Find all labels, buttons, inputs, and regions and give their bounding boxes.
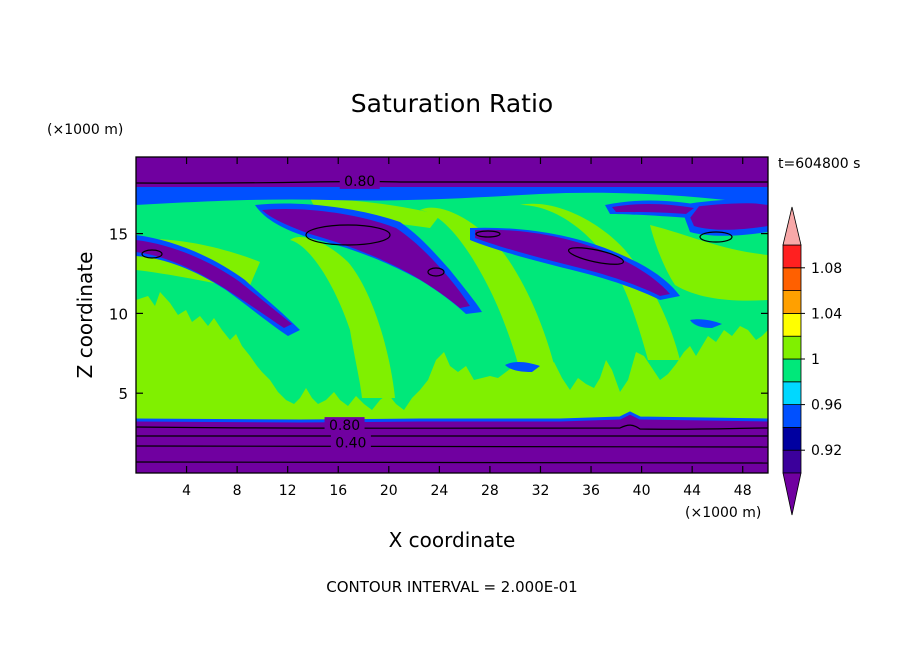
near-saturation-region — [136, 292, 768, 420]
colorbar-label: 1 — [811, 352, 820, 368]
x-tick-label: 16 — [329, 483, 347, 499]
y-tick-label: 15 — [109, 226, 128, 244]
colorbar-swatch — [782, 267, 802, 291]
y-axis-label: Z coordinate — [73, 252, 97, 379]
x-tick-label: 20 — [380, 483, 398, 499]
near-saturation-band — [290, 236, 395, 398]
contour-interval-footer: CONTOUR INTERVAL = 2.000E-01 — [326, 578, 577, 596]
colorbar-swatch — [782, 449, 802, 474]
colorbar-under-arrow — [782, 472, 802, 516]
contour-label: 0.80 — [344, 174, 375, 190]
contour-label: 0.40 — [335, 436, 366, 452]
colorbar-swatch — [782, 290, 802, 314]
contour-label: 0.80 — [329, 418, 360, 434]
colorbar-label: 1.04 — [811, 306, 842, 322]
colorbar-swatch — [782, 312, 802, 337]
colorbar-swatch — [782, 404, 802, 428]
contour-label-bg — [330, 434, 371, 451]
x-tick-label: 36 — [582, 483, 600, 499]
colorbar-swatch — [782, 426, 802, 451]
near-saturation-band — [310, 198, 440, 228]
contour-field — [136, 157, 768, 473]
colorbar-swatch — [782, 381, 802, 405]
x-tick-label: 40 — [633, 483, 651, 499]
x-tick-label: 44 — [683, 483, 701, 499]
colorbar-over-arrow — [782, 206, 802, 246]
x-tick-label: 48 — [734, 483, 752, 499]
lower-layer-edge — [136, 411, 768, 423]
colorbar-label: 0.96 — [811, 398, 842, 414]
colorbar-swatch — [782, 244, 802, 269]
contour-lines — [136, 180, 768, 464]
y-axis-ticks: 5 10 15 — [109, 226, 768, 403]
x-axis-label: X coordinate — [389, 528, 516, 552]
x-tick-label: 8 — [233, 483, 242, 499]
y-tick-label: 10 — [109, 305, 128, 323]
x-tick-label: 32 — [532, 483, 550, 499]
time-label: t=604800 s — [778, 156, 860, 172]
x-tick-label: 28 — [481, 483, 499, 499]
contour-label-bg — [339, 172, 380, 189]
x-tick-label: 24 — [430, 483, 448, 499]
x-unit-label: (×1000 m) — [685, 505, 761, 521]
chart-title: Saturation Ratio — [351, 89, 553, 118]
colorbar: 0.92 0.96 1 1.04 1.08 — [782, 206, 842, 516]
colorbar-label: 0.92 — [811, 443, 842, 459]
dry-bands — [136, 185, 768, 372]
x-axis-ticks: 4 8 12 16 20 24 28 32 36 40 44 48 — [182, 157, 752, 499]
colorbar-label: 1.08 — [811, 261, 842, 277]
near-saturation-band — [650, 225, 768, 301]
y-tick-label: 5 — [118, 385, 128, 403]
x-tick-label: 12 — [279, 483, 297, 499]
colorbar-swatch — [782, 358, 802, 383]
contour-label-bg — [324, 417, 365, 434]
near-saturation-band — [520, 203, 680, 360]
plot-frame — [135, 156, 769, 474]
near-saturation-band — [420, 207, 560, 390]
y-unit-label: (×1000 m) — [47, 122, 123, 138]
colorbar-swatch — [782, 335, 802, 360]
x-tick-label: 4 — [182, 483, 191, 499]
contour-labels: 0.80 0.80 0.40 — [324, 172, 380, 452]
